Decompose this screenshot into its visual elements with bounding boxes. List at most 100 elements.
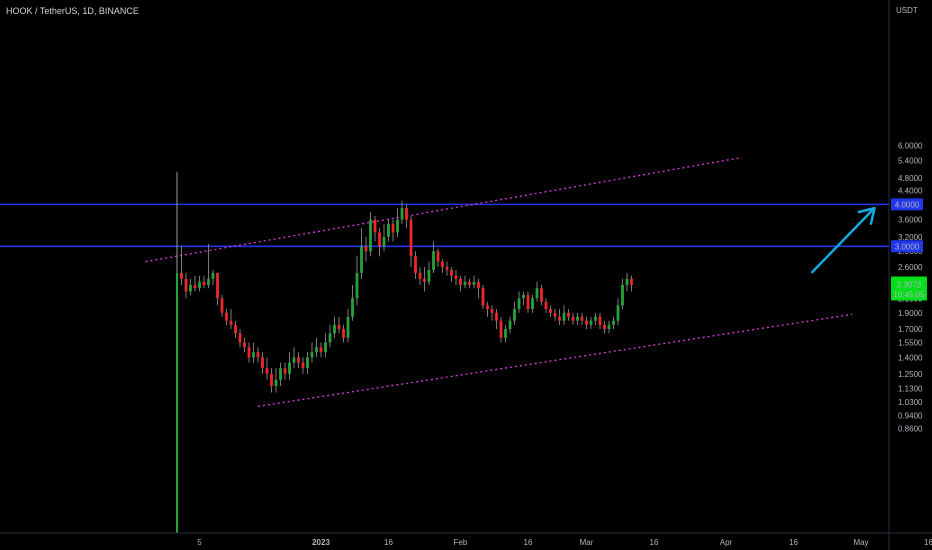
candle [378, 232, 381, 247]
y-tick-label: 1.2500 [898, 370, 923, 379]
candle [427, 269, 431, 282]
projection-arrow [810, 206, 876, 274]
x-tick-label: Apr [720, 538, 733, 547]
candle [346, 316, 350, 338]
candle [351, 298, 354, 317]
y-tick-label: 1.1300 [898, 385, 923, 394]
candle [391, 223, 395, 233]
candle [261, 357, 264, 369]
x-tick-label: 16 [789, 538, 798, 547]
candle [445, 267, 449, 270]
arrow-head [857, 206, 876, 225]
candle [328, 333, 332, 343]
candle [508, 320, 512, 330]
candle [526, 294, 530, 310]
candle [625, 278, 629, 285]
candle [513, 309, 516, 321]
candle [306, 357, 309, 369]
x-tick-label: 16 [524, 538, 533, 547]
candle [337, 324, 341, 330]
candle [288, 362, 291, 374]
last-price-label: 2.3073 [897, 281, 922, 290]
y-tick-label: 4.4000 [898, 186, 923, 195]
candle [463, 281, 467, 285]
candle [432, 251, 435, 270]
candle [409, 219, 413, 257]
candle [486, 305, 489, 310]
candle [265, 368, 269, 374]
candle [220, 298, 224, 313]
candle [207, 278, 210, 285]
candle [459, 278, 462, 285]
candle [607, 324, 611, 330]
channel-lines [145, 157, 853, 408]
candle [225, 312, 228, 321]
candle [364, 246, 368, 252]
candle [594, 316, 597, 321]
candle [193, 285, 197, 289]
candle [414, 256, 417, 273]
y-tick-label: 2.6000 [898, 263, 923, 272]
candle [319, 347, 323, 353]
candle [229, 320, 233, 325]
candle [243, 342, 246, 348]
candle [576, 316, 579, 321]
candle [603, 324, 606, 330]
y-tick-label: 1.4000 [898, 353, 923, 362]
level-label: 3.0000 [895, 242, 920, 251]
horizontal-levels [0, 203, 889, 248]
candle [454, 275, 458, 279]
candle [472, 281, 476, 285]
candles-group [176, 171, 633, 533]
x-tick-label: 16 [384, 538, 393, 547]
chart-title: HOOK / TetherUS, 1D, BINANCE [6, 6, 139, 16]
level-label: 4.0000 [895, 200, 920, 209]
candle [310, 352, 314, 358]
candle [450, 269, 453, 276]
candle [360, 246, 363, 273]
last-price-badge [891, 276, 927, 301]
candle [396, 219, 399, 233]
time-axis[interactable]: 5202316Feb16Mar16Apr16May16Jun16Jul [0, 532, 932, 547]
candle [234, 324, 237, 334]
level-label-bg [891, 240, 923, 253]
candle [198, 281, 201, 289]
price-axis[interactable]: 6.00005.40004.80004.40003.60003.20002.90… [888, 0, 927, 550]
y-tick-label: 3.6000 [898, 216, 923, 225]
y-tick-label: 1.7000 [898, 325, 923, 334]
y-tick-label: 5.4000 [898, 157, 923, 166]
candle [562, 312, 566, 321]
candle [418, 272, 422, 279]
x-tick-label: 16 [650, 538, 659, 547]
y-tick-label: 1.5500 [898, 339, 923, 348]
candle [216, 272, 219, 299]
x-tick-label: 2023 [312, 538, 330, 547]
candle [400, 208, 404, 220]
candle [504, 329, 507, 338]
y-tick-label: 6.0000 [898, 141, 923, 150]
y-tick-label: 1.9000 [898, 309, 923, 318]
candle [612, 320, 615, 325]
candle [270, 373, 273, 386]
candle [549, 309, 552, 313]
candle [247, 347, 251, 358]
y-tick-label: 1.0300 [898, 398, 923, 407]
x-tick-label: Mar [580, 538, 594, 547]
candle [355, 272, 359, 299]
candle [382, 236, 386, 247]
candle [324, 342, 327, 353]
level-label-bg [891, 198, 923, 211]
candle [481, 288, 485, 306]
candle [342, 329, 345, 338]
candle [517, 298, 521, 310]
y-tick-label: 0.9400 [898, 411, 923, 420]
channel-line [257, 313, 853, 408]
candle [490, 309, 494, 313]
candle [189, 285, 192, 292]
candle [252, 352, 255, 358]
candle [279, 368, 282, 380]
candle [540, 288, 543, 302]
candle [301, 362, 305, 369]
x-tick-label: 5 [197, 538, 202, 547]
